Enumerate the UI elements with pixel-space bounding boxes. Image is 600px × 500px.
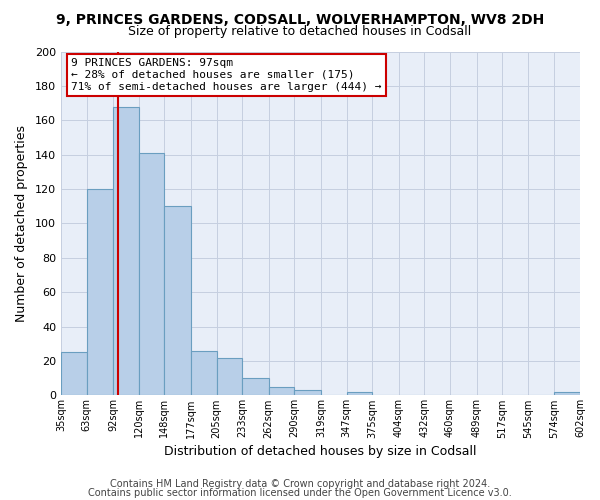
Bar — [164, 206, 191, 396]
Bar — [217, 358, 242, 396]
Text: Contains HM Land Registry data © Crown copyright and database right 2024.: Contains HM Land Registry data © Crown c… — [110, 479, 490, 489]
X-axis label: Distribution of detached houses by size in Codsall: Distribution of detached houses by size … — [164, 444, 477, 458]
Bar — [139, 153, 164, 396]
Bar — [242, 378, 269, 396]
Bar — [86, 189, 113, 396]
Text: 9, PRINCES GARDENS, CODSALL, WOLVERHAMPTON, WV8 2DH: 9, PRINCES GARDENS, CODSALL, WOLVERHAMPT… — [56, 12, 544, 26]
Text: Size of property relative to detached houses in Codsall: Size of property relative to detached ho… — [128, 25, 472, 38]
Bar — [269, 387, 295, 396]
Bar — [554, 392, 580, 396]
Bar — [347, 392, 372, 396]
Bar — [61, 352, 86, 396]
Bar — [295, 390, 321, 396]
Text: Contains public sector information licensed under the Open Government Licence v3: Contains public sector information licen… — [88, 488, 512, 498]
Bar — [113, 106, 139, 396]
Bar — [191, 350, 217, 396]
Y-axis label: Number of detached properties: Number of detached properties — [15, 125, 28, 322]
Text: 9 PRINCES GARDENS: 97sqm
← 28% of detached houses are smaller (175)
71% of semi-: 9 PRINCES GARDENS: 97sqm ← 28% of detach… — [71, 58, 382, 92]
